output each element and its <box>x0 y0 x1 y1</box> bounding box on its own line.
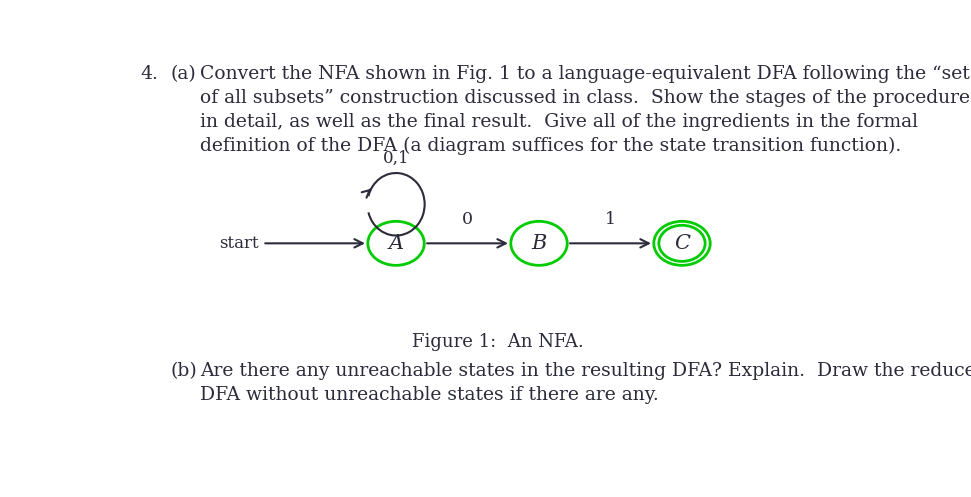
Text: 0,1: 0,1 <box>383 150 410 167</box>
Text: 0: 0 <box>462 211 473 228</box>
Text: (b): (b) <box>170 362 197 380</box>
Text: definition of the DFA (a diagram suffices for the state transition function).: definition of the DFA (a diagram suffice… <box>200 137 902 155</box>
Text: (a): (a) <box>170 66 196 83</box>
Text: in detail, as well as the final result.  Give all of the ingredients in the form: in detail, as well as the final result. … <box>200 113 919 131</box>
Text: B: B <box>531 234 547 253</box>
Text: DFA without unreachable states if there are any.: DFA without unreachable states if there … <box>200 386 659 404</box>
Text: Convert the NFA shown in Fig. 1 to a language-equivalent DFA following the “set: Convert the NFA shown in Fig. 1 to a lan… <box>200 66 970 83</box>
Text: 1: 1 <box>605 211 616 228</box>
Text: of all subsets” construction discussed in class.  Show the stages of the procedu: of all subsets” construction discussed i… <box>200 89 970 107</box>
Text: start: start <box>219 235 258 252</box>
Text: Are there any unreachable states in the resulting DFA? Explain.  Draw the reduce: Are there any unreachable states in the … <box>200 362 971 380</box>
Text: C: C <box>674 234 690 253</box>
Text: A: A <box>388 234 404 253</box>
Text: Figure 1:  An NFA.: Figure 1: An NFA. <box>412 333 584 351</box>
Text: 4.: 4. <box>140 66 158 83</box>
